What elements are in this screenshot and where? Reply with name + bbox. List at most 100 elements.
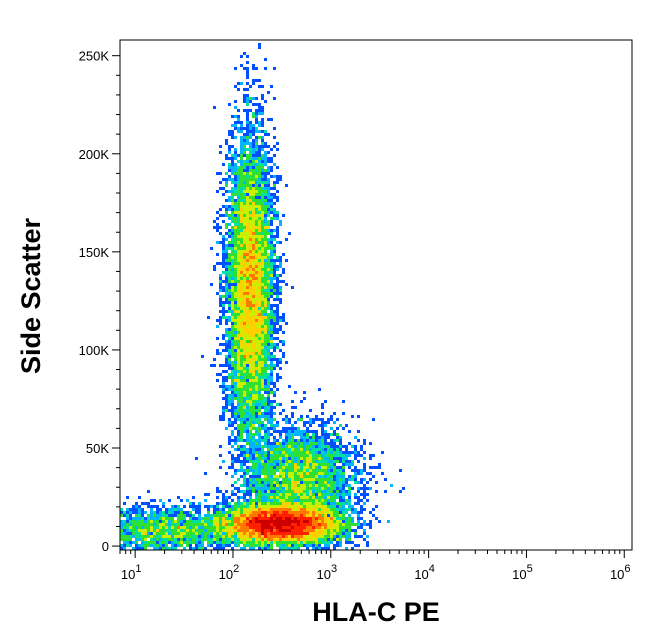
density-bin [267,373,270,376]
density-bin [261,289,264,292]
density-bin [249,259,252,262]
density-bin [249,232,252,235]
density-bin [255,400,258,403]
density-bin [252,235,255,238]
density-bin [258,532,261,535]
density-bin [252,355,255,358]
density-bin [237,388,240,391]
density-bin [300,514,303,517]
density-bin [264,463,267,466]
density-bin [303,499,306,502]
density-bin [303,469,306,472]
density-bin [294,505,297,508]
density-bin [279,298,282,301]
density-bin [333,544,336,547]
density-bin [267,166,270,169]
density-bin [342,484,345,487]
density-bin [246,121,249,124]
density-bin [270,421,273,424]
density-bin [135,547,138,550]
density-bin [339,475,342,478]
density-bin [249,334,252,337]
density-bin [237,499,240,502]
density-bin [234,352,237,355]
density-bin [306,547,309,550]
density-bin [258,196,261,199]
density-bin [159,499,162,502]
density-bin [354,493,357,496]
density-bin [225,286,228,289]
density-bin [258,307,261,310]
density-bin [153,529,156,532]
density-bin [168,508,171,511]
density-bin [201,535,204,538]
density-bin [234,310,237,313]
density-bin [336,484,339,487]
density-bin [252,310,255,313]
density-bin [294,526,297,529]
density-bin [258,301,261,304]
density-bin [345,448,348,451]
density-bin [201,532,204,535]
density-bin [222,514,225,517]
density-bin [333,547,336,550]
density-bin [234,283,237,286]
density-bin [273,127,276,130]
density-bin [237,358,240,361]
density-bin [309,526,312,529]
density-bin [339,511,342,514]
density-bin [240,223,243,226]
density-bin [282,445,285,448]
density-bin [198,544,201,547]
density-bin [219,520,222,523]
density-bin [246,229,249,232]
density-bin [285,418,288,421]
density-bin [219,418,222,421]
density-bin [255,220,258,223]
density-bin [264,334,267,337]
density-bin [273,346,276,349]
density-bin [156,517,159,520]
density-bin [279,544,282,547]
density-bin [231,505,234,508]
density-bin [246,232,249,235]
density-bin [351,517,354,520]
density-bin [198,511,201,514]
density-bin [240,268,243,271]
density-bin [222,193,225,196]
density-bin [159,517,162,520]
density-bin [351,415,354,418]
density-bin [312,430,315,433]
density-bin [255,520,258,523]
density-bin [243,148,246,151]
density-bin [240,409,243,412]
density-bin [303,421,306,424]
density-bin [309,466,312,469]
density-bin [318,448,321,451]
density-bin [270,469,273,472]
density-bin [306,475,309,478]
density-bin [264,436,267,439]
density-bin [243,484,246,487]
density-bin [219,214,222,217]
density-bin [258,85,261,88]
density-bin [234,232,237,235]
density-bin [336,496,339,499]
density-bin [216,229,219,232]
density-bin [282,481,285,484]
density-bin [207,493,210,496]
density-bin [144,541,147,544]
density-bin [237,364,240,367]
density-bin [231,397,234,400]
density-bin [279,256,282,259]
density-bin [249,547,252,550]
density-bin [228,400,231,403]
density-bin [267,394,270,397]
density-bin [228,292,231,295]
density-bin [234,319,237,322]
density-bin [249,268,252,271]
density-bin [246,499,249,502]
density-bin [168,535,171,538]
density-bin [273,538,276,541]
density-bin [297,466,300,469]
